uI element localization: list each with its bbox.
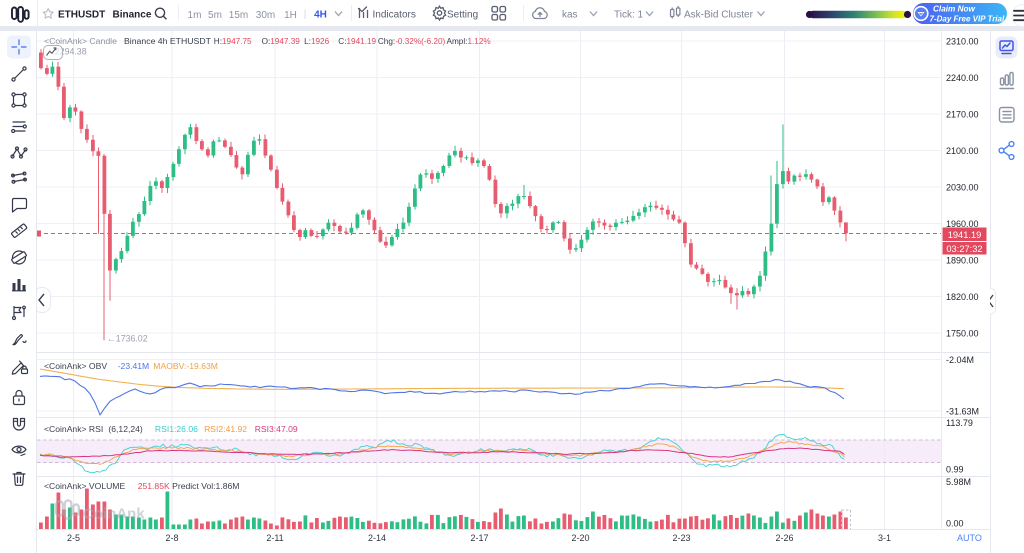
svg-text:113.79: 113.79 [946,418,973,428]
svg-text:2-23: 2-23 [672,533,690,543]
svg-text:<CoinAnk> OBV: <CoinAnk> OBV [44,361,107,371]
svg-text:15m: 15m [229,10,248,21]
svg-text:5.98M: 5.98M [946,477,971,487]
svg-text:kas: kas [562,10,578,21]
svg-text:<CoinAnk> VOLUME: <CoinAnk> VOLUME [44,481,125,491]
svg-text:2-20: 2-20 [571,533,589,543]
svg-text:2-11: 2-11 [266,533,283,543]
svg-text:CoinAnk: CoinAnk [83,506,145,523]
svg-text:|: | [304,9,307,20]
svg-text:Tick: 1: Tick: 1 [614,10,644,21]
svg-text:Binance 4h ETHUSDT: Binance 4h ETHUSDT [124,36,212,46]
svg-text:H:1947.75: H:1947.75 [214,37,252,46]
svg-text:2240.00: 2240.00 [946,73,979,83]
svg-text:O:1947.39: O:1947.39 [262,37,301,46]
svg-text:2310.00: 2310.00 [946,37,979,47]
svg-text:RSI2:41.92: RSI2:41.92 [204,424,247,434]
svg-text:03:27:32: 03:27:32 [946,244,982,254]
svg-text:<CoinAnk> Candle: <CoinAnk> Candle [44,36,117,46]
svg-text:7-Day Free VIP Trial: 7-Day Free VIP Trial [930,15,1005,24]
svg-text:C:1941.19: C:1941.19 [338,37,376,46]
svg-text:1m: 1m [188,10,202,21]
svg-text:2-5: 2-5 [67,533,80,543]
svg-text:Ask-Bid Cluster: Ask-Bid Cluster [684,10,754,21]
svg-text:2-17: 2-17 [470,533,488,543]
svg-text:-2.04M: -2.04M [946,355,974,365]
svg-text:Setting: Setting [447,10,478,21]
svg-text:<CoinAnk> RSI: <CoinAnk> RSI [44,424,103,434]
svg-text:Indicators: Indicators [373,10,416,21]
svg-text:L:1926: L:1926 [304,37,330,46]
svg-text:ETHUSDT: ETHUSDT [58,10,105,21]
svg-text:AUTO: AUTO [957,533,982,543]
svg-text:RSI3:47.09: RSI3:47.09 [255,424,298,434]
svg-text:MAOBV:-19.63M: MAOBV:-19.63M [153,361,218,371]
svg-text:Predict Vol:1.86M: Predict Vol:1.86M [172,481,239,491]
svg-text:-31.63M: -31.63M [946,407,979,417]
svg-text:←1736.02: ←1736.02 [107,334,148,344]
svg-text:251.85K: 251.85K [138,481,170,491]
svg-text:2170.00: 2170.00 [946,110,979,120]
svg-text:30m: 30m [256,10,275,21]
svg-text:←2294.38: ←2294.38 [46,47,87,57]
svg-text:1890.00: 1890.00 [946,256,979,266]
svg-text:Chg:-0.32%(-6.20): Chg:-0.32%(-6.20) [378,37,446,46]
svg-text:Claim Now: Claim Now [933,5,975,14]
svg-text:Binance: Binance [113,10,152,21]
svg-text:0.99: 0.99 [946,465,964,475]
svg-text:-23.41M: -23.41M [118,361,150,371]
svg-text:1941.19: 1941.19 [948,230,982,240]
svg-text:1960.00: 1960.00 [946,219,979,229]
svg-text:5m: 5m [208,10,222,21]
svg-text:2-14: 2-14 [368,533,386,543]
svg-text:3-1: 3-1 [878,533,891,543]
svg-text:0.00: 0.00 [946,519,964,529]
svg-text:2-8: 2-8 [165,533,178,543]
svg-text:1H: 1H [284,10,297,21]
svg-text:RSI1:26.06: RSI1:26.06 [155,424,198,434]
svg-text:1750.00: 1750.00 [946,329,979,339]
svg-text:2100.00: 2100.00 [946,146,979,156]
svg-text:4H: 4H [314,10,327,21]
svg-text:1820.00: 1820.00 [946,292,979,302]
svg-text:2030.00: 2030.00 [946,183,979,193]
svg-text:2-26: 2-26 [775,533,793,543]
svg-text:(6,12,24): (6,12,24) [108,424,143,434]
svg-text:Ampl:1.12%: Ampl:1.12% [447,37,491,46]
